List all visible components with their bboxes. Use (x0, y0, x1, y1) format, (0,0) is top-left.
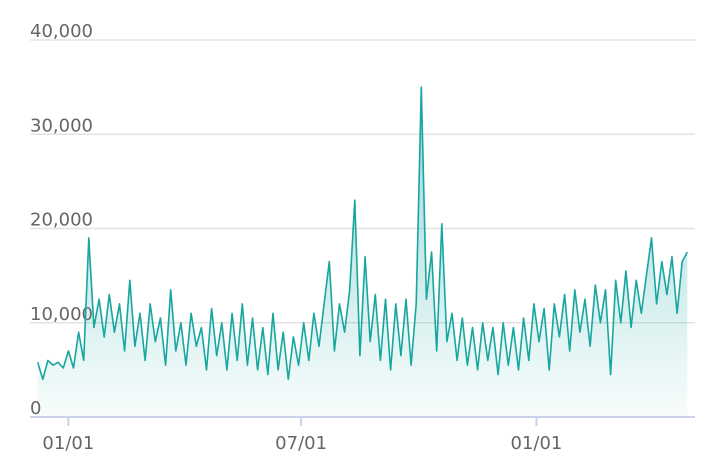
y-tick-label: 40,000 (30, 21, 93, 42)
y-tick-label: 0 (30, 398, 41, 419)
x-tick-label: 01/01 (42, 433, 94, 454)
y-tick-label: 10,000 (30, 304, 93, 325)
y-tick-label: 20,000 (30, 210, 93, 231)
x-tick-label: 01/01 (510, 433, 562, 454)
x-tick-label: 07/01 (275, 433, 327, 454)
area-fill (37, 87, 688, 417)
y-tick-label: 30,000 (30, 115, 93, 136)
line (36, 86, 689, 381)
